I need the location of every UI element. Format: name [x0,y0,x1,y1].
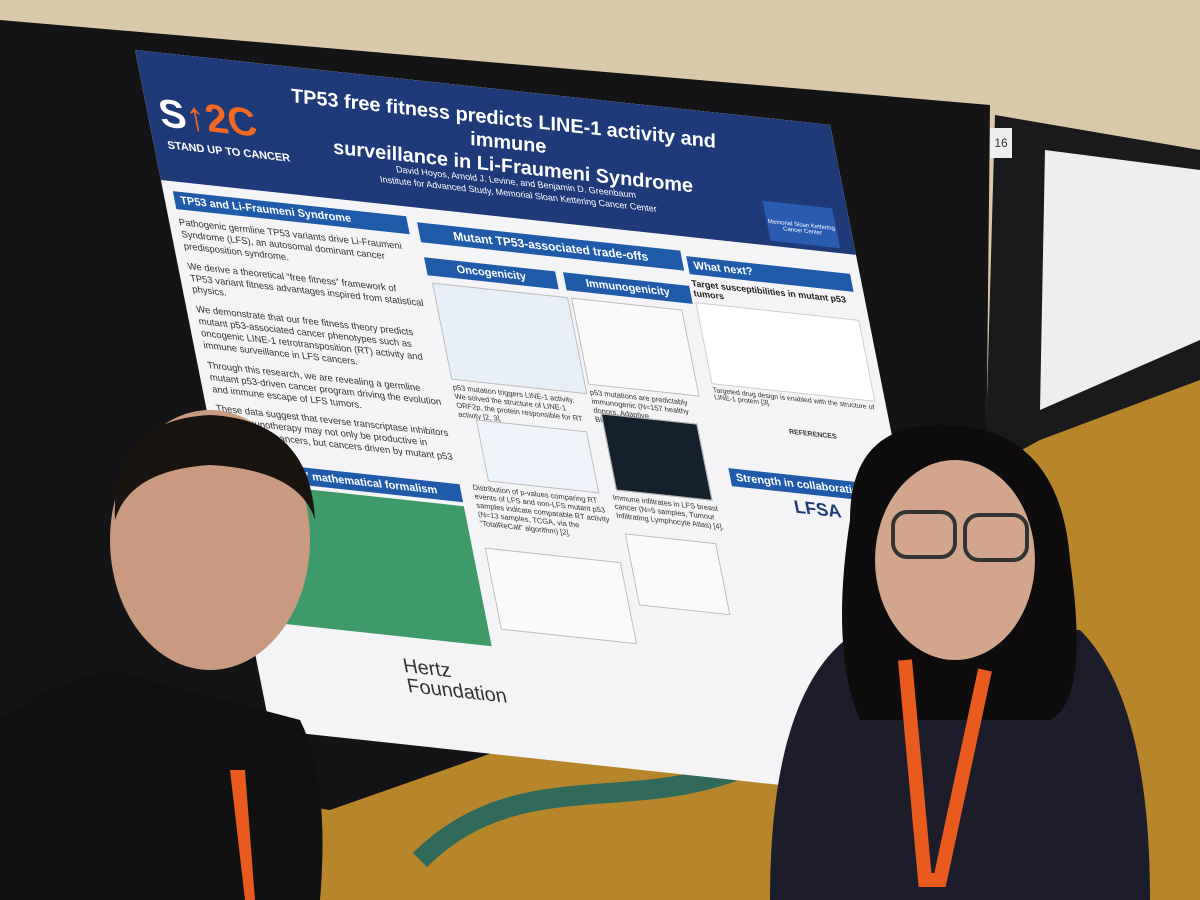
lanyard [898,659,992,887]
man-face [110,410,310,670]
board-number: 16 [990,128,1012,158]
glasses [963,513,1029,562]
man-hair [114,415,315,520]
man-shirt [0,670,323,900]
glasses [891,510,957,559]
neighbor-poster [1040,150,1200,410]
lanyard [230,770,255,900]
carpet-pattern [412,751,765,868]
